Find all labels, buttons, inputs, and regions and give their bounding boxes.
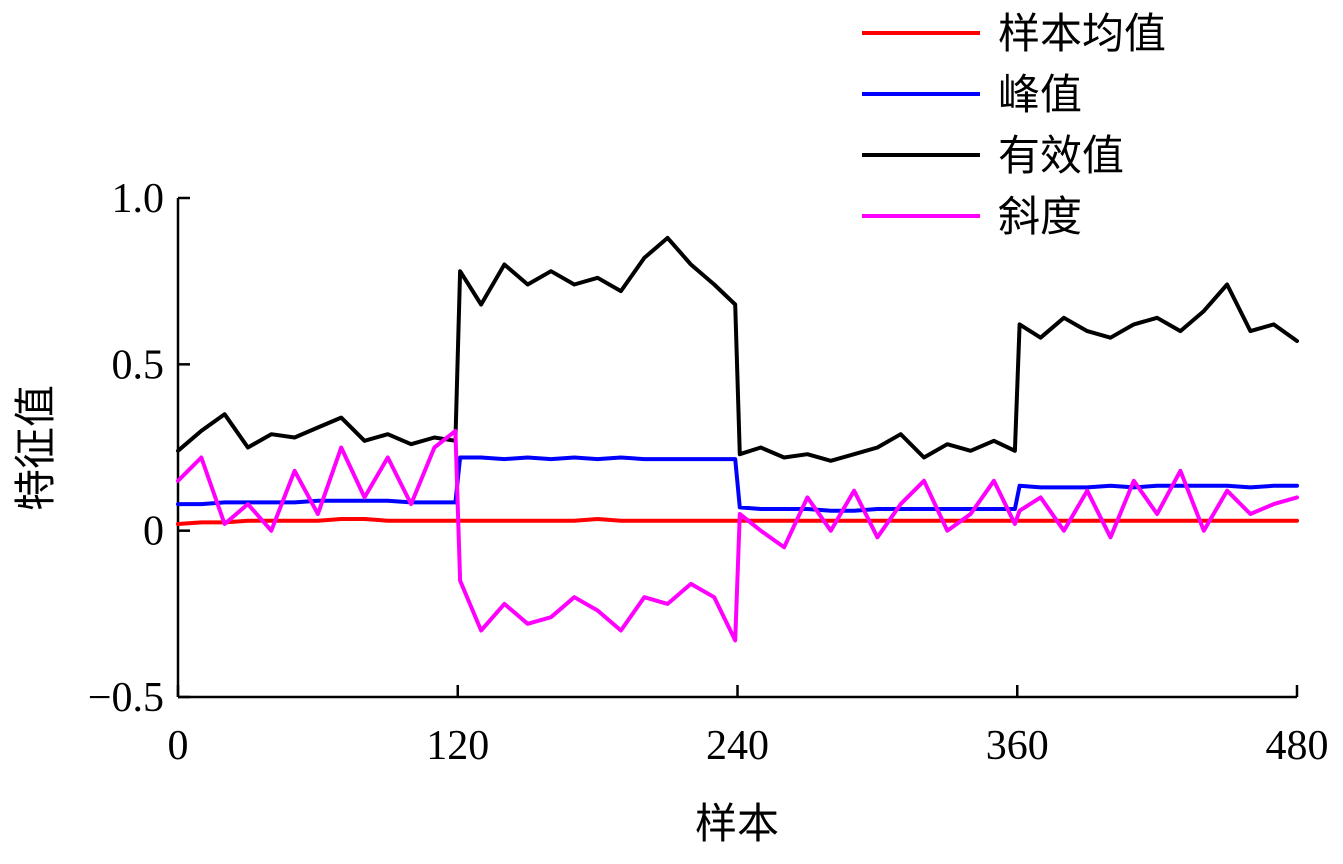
x-tick-label: 480: [1266, 723, 1329, 769]
series-line-2: [176, 235, 1299, 463]
legend-label-2: 有效值: [998, 134, 1124, 180]
ticks: [176, 196, 1299, 699]
series-line-1: [176, 455, 1299, 513]
series-line-0: [176, 517, 1299, 526]
y-tick-label: 1.0: [112, 176, 165, 222]
x-axis-label: 样本: [695, 802, 779, 848]
x-tick-label: 120: [426, 723, 489, 769]
y-tick-label: 0.5: [112, 342, 165, 388]
legend-label-0: 样本均值: [998, 12, 1166, 58]
y-tick-label: 0: [143, 509, 164, 555]
y-tick-label: −0.5: [88, 675, 164, 721]
x-tick-label: 240: [706, 723, 769, 769]
x-tick-label: 360: [986, 723, 1049, 769]
series-line-3: [176, 428, 1299, 643]
tick-labels: 0 120 240 360 480−0.500.51.0: [88, 176, 1329, 769]
y-axis-label: 特征值: [14, 385, 60, 511]
legend-label-3: 斜度: [998, 195, 1082, 241]
x-tick-label: 0: [168, 723, 189, 769]
series-lines: [176, 235, 1299, 643]
legend-label-1: 峰值: [998, 73, 1082, 119]
